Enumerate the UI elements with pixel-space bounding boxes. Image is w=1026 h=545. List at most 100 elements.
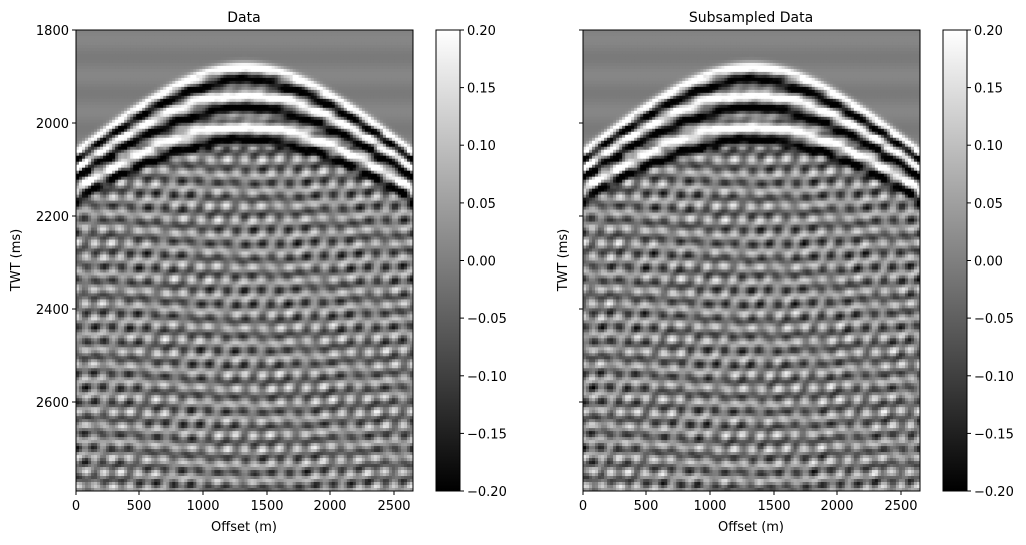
image-pixel [160,96,163,99]
image-pixel [97,33,100,36]
image-pixel [214,108,217,111]
image-pixel [214,57,217,60]
image-pixel [245,42,248,45]
image-pixel [350,159,353,162]
image-pixel [278,123,281,126]
image-pixel [82,144,85,147]
image-pixel [121,33,124,36]
image-pixel [332,87,335,90]
image-pixel [187,87,190,90]
image-pixel [266,78,269,81]
image-pixel [118,126,121,129]
image-pixel [190,120,193,123]
image-pixel [353,87,356,90]
image-pixel [401,99,404,102]
image-pixel [284,30,287,33]
image-pixel [229,72,232,75]
image-pixel [115,72,118,75]
image-pixel [347,123,350,126]
image-pixel [338,126,341,129]
image-pixel [220,138,223,141]
image-pixel [97,39,100,42]
image-pixel [383,105,386,108]
image-pixel [254,90,257,93]
image-pixel [338,135,341,138]
image-pixel [308,36,311,39]
image-pixel [389,117,392,120]
image-pixel [257,99,260,102]
image-pixel [118,36,121,39]
image-pixel [136,75,139,78]
image-pixel [154,33,157,36]
image-pixel [302,99,305,102]
image-pixel [377,66,380,69]
image-pixel [347,36,350,39]
image-pixel [314,153,317,156]
image-pixel [251,144,254,147]
image-pixel [308,141,311,144]
image-pixel [362,156,365,159]
panel-1-image [76,30,413,491]
image-pixel [368,87,371,90]
image-pixel [142,105,145,108]
image-pixel [260,105,263,108]
image-pixel [266,54,269,57]
image-pixel [377,45,380,48]
image-pixel [130,132,133,135]
image-pixel [163,42,166,45]
image-pixel [341,66,344,69]
image-pixel [172,123,175,126]
image-pixel [335,57,338,60]
image-pixel [407,51,410,54]
image-pixel [362,93,365,96]
image-pixel [130,141,133,144]
image-pixel [175,69,178,72]
image-pixel [184,102,187,105]
image-pixel [169,78,172,81]
image-pixel [193,36,196,39]
image-pixel [211,42,214,45]
image-pixel [193,144,196,147]
image-pixel [341,45,344,48]
image-pixel [263,108,266,111]
image-pixel [332,135,335,138]
image-pixel [371,132,374,135]
image-pixel [97,45,100,48]
image-pixel [217,51,220,54]
image-pixel [181,93,184,96]
image-pixel [130,105,133,108]
image-pixel [109,105,112,108]
image-pixel [220,66,223,69]
image-pixel [299,90,302,93]
image-pixel [389,135,392,138]
image-pixel [275,162,278,165]
image-pixel [293,141,296,144]
image-pixel [356,66,359,69]
image-pixel [272,138,275,141]
image-pixel [199,87,202,90]
image-pixel [356,51,359,54]
image-pixel [226,87,229,90]
image-pixel [263,54,266,57]
image-pixel [232,60,235,63]
image-pixel [245,111,248,114]
image-pixel [124,60,127,63]
image-pixel [302,60,305,63]
image-pixel [214,99,217,102]
image-pixel [401,30,404,33]
image-pixel [311,72,314,75]
image-pixel [371,90,374,93]
image-pixel [377,54,380,57]
image-pixel [353,147,356,150]
image-pixel [175,60,178,63]
image-pixel [287,33,290,36]
image-pixel [91,54,94,57]
image-pixel [395,75,398,78]
image-pixel [404,48,407,51]
image-pixel [106,138,109,141]
image-pixel [278,30,281,33]
image-pixel [154,108,157,111]
image-pixel [281,114,284,117]
image-pixel [269,129,272,132]
image-pixel [326,54,329,57]
